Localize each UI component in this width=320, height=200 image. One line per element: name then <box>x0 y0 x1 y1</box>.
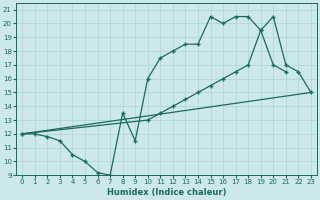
X-axis label: Humidex (Indice chaleur): Humidex (Indice chaleur) <box>107 188 226 197</box>
